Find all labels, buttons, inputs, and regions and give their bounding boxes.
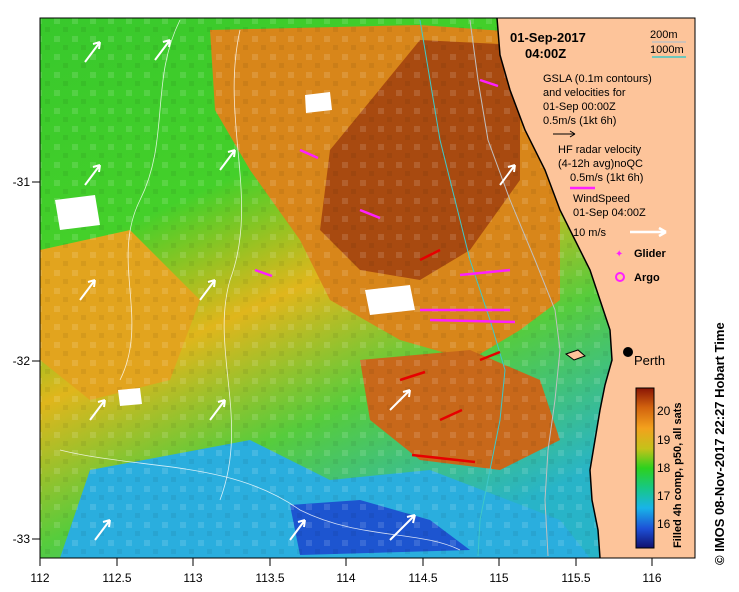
wind-arrow bbox=[389, 389, 411, 411]
legend-contour-200: 200m bbox=[650, 29, 678, 41]
wind-arrow bbox=[499, 164, 516, 186]
wind-arrow bbox=[84, 41, 101, 63]
hf-arrow bbox=[479, 78, 499, 88]
colorbar-tick: 19 bbox=[657, 433, 671, 447]
perth-label: Perth bbox=[634, 353, 665, 368]
legend-wind-arrow-head bbox=[658, 226, 667, 238]
hf-radar-arrows bbox=[254, 78, 516, 324]
legend-glider-marker: ✦ bbox=[615, 249, 623, 260]
x-tick-label: 112.5 bbox=[102, 571, 131, 585]
hf-arrow bbox=[459, 268, 511, 277]
imos-credit: © IMOS 08-Nov-2017 22:27 Hobart Time bbox=[712, 322, 727, 565]
legend-argo-label: Argo bbox=[634, 272, 660, 284]
colorbar-ticks: 20 19 18 17 16 bbox=[657, 404, 671, 531]
contour-200m bbox=[469, 19, 561, 557]
wind-arrow bbox=[89, 399, 106, 421]
wind-arrow bbox=[154, 39, 171, 61]
wind-arrow bbox=[84, 164, 101, 186]
x-tick-label: 114 bbox=[336, 571, 355, 585]
contour-1000m bbox=[419, 19, 506, 557]
hf-arrow bbox=[299, 148, 319, 160]
x-tick-label: 113 bbox=[183, 571, 202, 585]
gsla-contour-2 bbox=[219, 29, 243, 501]
red-arrow bbox=[419, 248, 441, 262]
y-tick-label: -32 bbox=[13, 354, 31, 368]
colorbar-title: Filled 4h comp, p50, all sats bbox=[672, 402, 684, 549]
legend-contour-1000: 1000m bbox=[650, 44, 684, 56]
gsla-contour-1 bbox=[119, 19, 181, 381]
legend-gsla-line2: and velocities for bbox=[543, 87, 626, 99]
red-arrow bbox=[399, 370, 426, 382]
x-tick-label: 116 bbox=[642, 571, 661, 585]
wind-arrow bbox=[94, 519, 111, 541]
hf-arrow bbox=[359, 208, 381, 220]
wind-arrow bbox=[289, 519, 306, 541]
colorbar bbox=[635, 387, 655, 549]
legend-gsla-line1: GSLA (0.1m contours) bbox=[543, 73, 652, 85]
legend-argo-marker bbox=[615, 272, 625, 282]
wind-arrows bbox=[79, 39, 516, 541]
red-arrow bbox=[479, 350, 501, 362]
hf-arrow bbox=[429, 318, 516, 324]
date-line-2: 04:00Z bbox=[525, 46, 566, 61]
legend-gsla-line4: 0.5m/s (1kt 6h) bbox=[543, 115, 616, 127]
perth-marker bbox=[623, 347, 633, 357]
hf-red-arrows bbox=[399, 248, 501, 464]
x-tick-label: 113.5 bbox=[255, 571, 284, 585]
legend-wind-line1: WindSpeed bbox=[573, 193, 630, 205]
gsla-contour-3 bbox=[59, 449, 461, 551]
cloud-gap-3 bbox=[305, 92, 332, 113]
legend-hf-line2: (4-12h avg)noQC bbox=[558, 158, 643, 170]
wind-arrow bbox=[199, 279, 216, 301]
legend-gsla-line3: 01-Sep 00:00Z bbox=[543, 101, 616, 113]
colorbar-tick: 20 bbox=[657, 404, 671, 418]
hf-arrow bbox=[254, 268, 273, 278]
legend-wind-line2: 01-Sep 04:00Z bbox=[573, 207, 646, 219]
map-border bbox=[39, 17, 696, 559]
colorbar-tick: 17 bbox=[657, 489, 671, 503]
cloud-gap-4 bbox=[118, 388, 142, 406]
wind-arrow bbox=[209, 399, 226, 421]
colorbar-tick: 18 bbox=[657, 461, 671, 475]
legend-hf-line1: HF radar velocity bbox=[558, 144, 642, 156]
legend-gsla-arrow-head bbox=[569, 130, 576, 138]
wind-arrow bbox=[79, 279, 96, 301]
wind-arrow bbox=[389, 514, 416, 541]
x-tick-label: 115 bbox=[489, 571, 508, 585]
legend-hf-line3: 0.5m/s (1kt 6h) bbox=[570, 172, 643, 184]
y-tick-label: -33 bbox=[13, 532, 31, 546]
y-tick-label: -31 bbox=[13, 175, 31, 189]
x-tick-label: 114.5 bbox=[408, 571, 437, 585]
cloud-gap-2 bbox=[365, 285, 415, 315]
red-arrow bbox=[411, 453, 476, 464]
x-tick-label: 112 bbox=[30, 571, 49, 585]
colorbar-tick: 16 bbox=[657, 517, 671, 531]
legend-wind-line3: 10 m/s bbox=[573, 227, 607, 239]
y-tick-labels: -31 -32 -33 bbox=[13, 175, 31, 546]
x-tick-label: 115.5 bbox=[561, 571, 590, 585]
x-tick-labels: 112 112.5 113 113.5 114 114.5 115 115.5 … bbox=[30, 571, 661, 585]
legend-glider-label: Glider bbox=[634, 248, 667, 260]
cloud-gap-1 bbox=[55, 195, 100, 230]
wind-arrow bbox=[219, 149, 236, 171]
date-line-1: 01-Sep-2017 bbox=[510, 30, 586, 45]
coastline bbox=[496, 17, 613, 559]
rottnest-island bbox=[564, 349, 586, 361]
red-arrow bbox=[439, 408, 463, 422]
axis-ticks bbox=[32, 181, 653, 566]
